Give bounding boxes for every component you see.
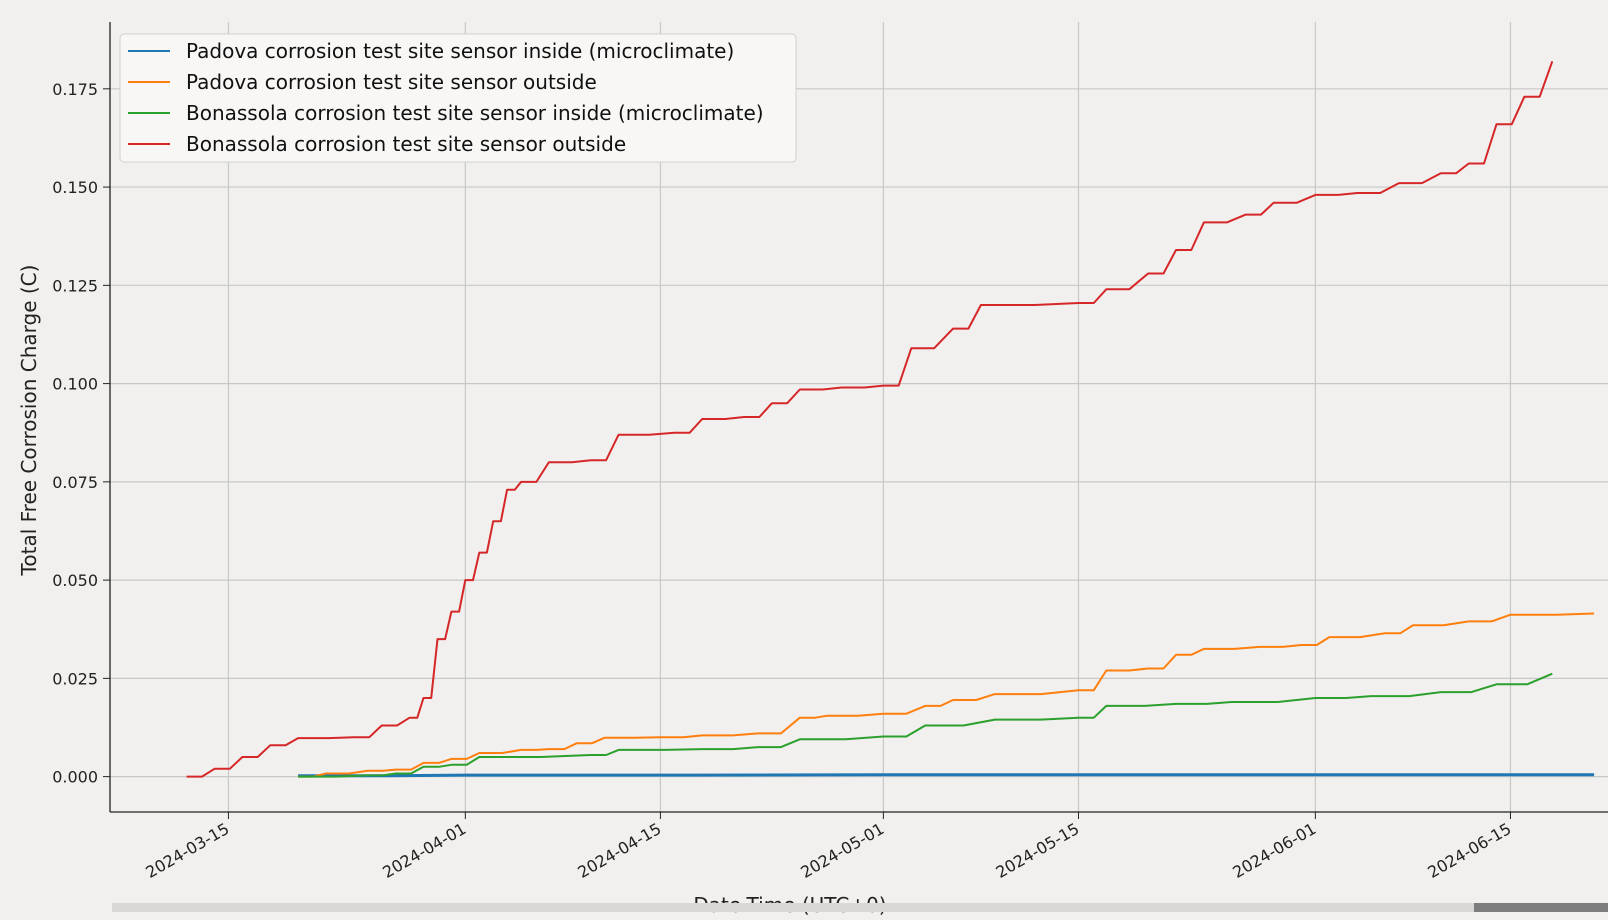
y-tick-label: 0.150 [52, 178, 98, 197]
y-tick-label: 0.100 [52, 375, 98, 394]
y-tick-label: 0.175 [52, 80, 98, 99]
series-line [298, 612, 1595, 778]
horizontal-scrollbar-thumb[interactable] [1474, 903, 1608, 912]
x-tick-label: 2024-05-01 [797, 819, 887, 882]
axes [109, 22, 1608, 813]
series-line [298, 672, 1553, 778]
legend-label: Padova corrosion test site sensor outsid… [186, 70, 597, 94]
ticks: 0.000 0.025 0.050 0.075 0.100 0.125 0.150 0.175… [52, 80, 1514, 882]
series-line [298, 773, 1595, 778]
legend-label: Bonassola corrosion test site sensor ins… [186, 101, 764, 125]
x-tick-label: 2024-03-15 [142, 819, 232, 882]
x-tick-label: 2024-06-15 [1424, 819, 1514, 882]
y-axis-label: Total Free Corrosion Charge (C) [17, 265, 41, 577]
horizontal-scrollbar-track[interactable] [112, 903, 1474, 912]
legend: Padova corrosion test site sensor inside… [119, 33, 797, 163]
legend-box [119, 33, 797, 163]
y-tick-label: 0.075 [52, 473, 98, 492]
x-tick-label: 2024-04-01 [379, 819, 469, 882]
y-tick-label: 0.125 [52, 276, 98, 295]
series-layer [186, 60, 1595, 778]
legend-label: Padova corrosion test site sensor inside… [186, 39, 734, 63]
x-tick-label: 2024-06-01 [1229, 819, 1319, 882]
y-tick-label: 0.050 [52, 571, 98, 590]
y-tick-label: 0.025 [52, 669, 98, 688]
x-tick-label: 2024-04-15 [574, 819, 664, 882]
series-line [186, 60, 1554, 778]
legend-label: Bonassola corrosion test site sensor out… [186, 132, 626, 156]
y-tick-label: 0.000 [52, 768, 98, 787]
x-tick-label: 2024-05-15 [992, 819, 1082, 882]
